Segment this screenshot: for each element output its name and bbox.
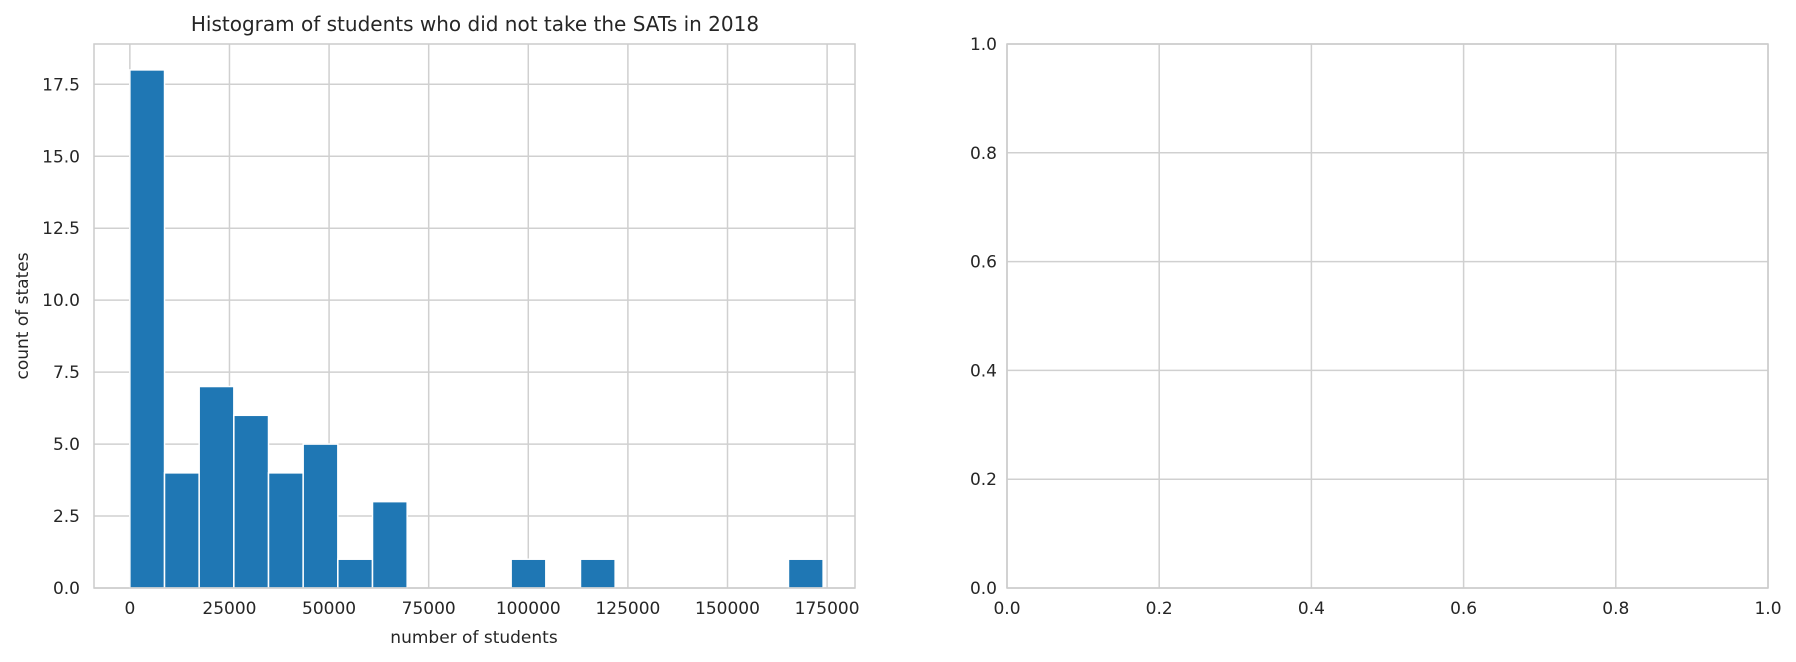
histogram-bar — [267, 472, 304, 589]
empty-axes-y-tick-labels: 0.0 0.2 0.4 0.6 0.8 1.0 — [970, 35, 997, 599]
y-tick-label: 0.0 — [970, 579, 997, 599]
histogram-y-tick-labels: 0.0 2.5 5.0 7.5 10.0 12.5 15.0 17.5 — [42, 75, 80, 599]
histogram-x-tick-labels: 0 25000 50000 75000 100000 125000 150000 175000 — [124, 599, 859, 619]
y-tick-label: 15.0 — [42, 147, 80, 167]
y-tick-label: 0.2 — [970, 470, 997, 490]
y-tick-label: 0.4 — [970, 361, 997, 381]
empty-axes-gridlines — [1006, 43, 1769, 589]
x-tick-label: 0.8 — [1602, 599, 1629, 619]
empty-axes-plot-frame — [1006, 43, 1769, 589]
x-tick-label: 75000 — [402, 599, 456, 619]
y-tick-label: 17.5 — [42, 75, 80, 95]
y-tick-label: 12.5 — [42, 219, 80, 239]
histogram-bar — [787, 558, 824, 589]
histogram-bar — [129, 69, 166, 589]
histogram-bar — [233, 414, 270, 589]
histogram-bar — [371, 500, 408, 589]
y-tick-label: 0.8 — [970, 144, 997, 164]
y-tick-label: 1.0 — [970, 35, 997, 55]
y-tick-label: 10.0 — [42, 291, 80, 311]
y-tick-label: 2.5 — [53, 507, 80, 527]
y-tick-label: 0.6 — [970, 253, 997, 273]
histogram-bar — [579, 558, 616, 589]
y-tick-label: 7.5 — [53, 363, 80, 383]
y-axis-label: count of states — [13, 252, 33, 379]
histogram-bar — [163, 472, 200, 589]
x-tick-label: 125000 — [595, 599, 660, 619]
x-tick-label: 150000 — [695, 599, 760, 619]
histogram-bar — [302, 443, 339, 589]
x-tick-label: 1.0 — [1754, 599, 1781, 619]
x-tick-label: 0 — [124, 599, 135, 619]
empty-axes-x-tick-labels: 0.0 0.2 0.4 0.6 0.8 1.0 — [993, 599, 1781, 619]
empty-axes-panel: 0.0 0.2 0.4 0.6 0.8 1.0 0.0 0.2 0.4 0.6 0.8 1.0 — [970, 35, 1782, 619]
histogram-bars — [129, 69, 824, 589]
x-tick-label: 175000 — [795, 599, 860, 619]
x-tick-label: 0.0 — [993, 599, 1020, 619]
histogram-bar — [337, 558, 374, 589]
x-tick-label: 0.6 — [1450, 599, 1477, 619]
chart-title: Histogram of students who did not take t… — [191, 12, 759, 36]
y-tick-label: 0.0 — [53, 579, 80, 599]
histogram-panel: Histogram of students who did not take t… — [13, 12, 860, 648]
histogram-plot-frame — [93, 43, 856, 589]
x-tick-label: 100000 — [496, 599, 561, 619]
histogram-bar — [198, 385, 235, 589]
histogram-bar — [510, 558, 547, 589]
x-tick-label: 25000 — [202, 599, 256, 619]
x-tick-label: 0.2 — [1146, 599, 1173, 619]
y-tick-label: 5.0 — [53, 435, 80, 455]
x-tick-label: 50000 — [302, 599, 356, 619]
x-tick-label: 0.4 — [1298, 599, 1325, 619]
x-axis-label: number of students — [390, 628, 558, 648]
